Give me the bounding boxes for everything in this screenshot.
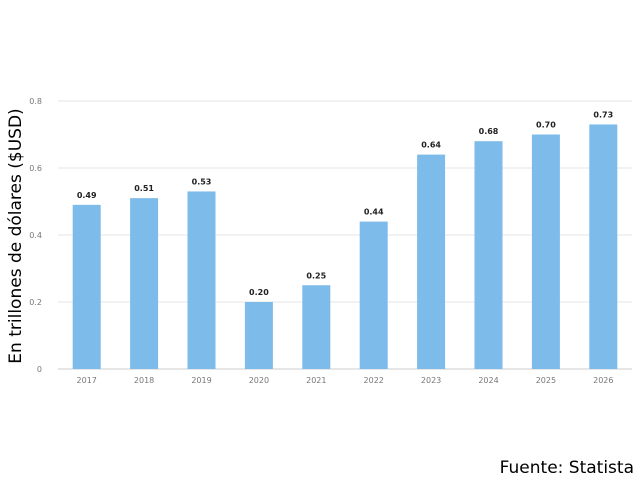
bar-2019	[187, 191, 216, 369]
y-axis-ticks: 0 0.2 0.4 0.6 0.8	[29, 97, 42, 374]
x-tick-label: 2021	[306, 376, 326, 385]
bar-2022	[359, 221, 388, 369]
x-tick-label: 2020	[249, 376, 269, 385]
data-label-2018: 0.51	[134, 184, 154, 193]
data-label-2026: 0.73	[593, 110, 613, 119]
data-label-2022: 0.44	[364, 208, 384, 217]
y-tick-label: 0.4	[29, 231, 42, 240]
x-axis-ticks: 2017 2018 2019 2020 2021 2022 2023 2024 2025 2026	[77, 376, 614, 385]
bar-2023	[417, 154, 446, 369]
data-label-2021: 0.25	[306, 271, 326, 280]
data-labels: 0.49 0.51 0.53 0.20 0.25 0.44 0.64 0.68 0.70 0.73	[77, 110, 613, 297]
data-label-2023: 0.64	[421, 141, 441, 150]
x-tick-label: 2018	[134, 376, 154, 385]
x-tick-label: 2025	[536, 376, 556, 385]
x-tick-label: 2017	[77, 376, 97, 385]
bar-2025	[531, 134, 560, 369]
x-tick-label: 2023	[421, 376, 441, 385]
data-label-2020: 0.20	[249, 288, 269, 297]
bars	[72, 124, 618, 369]
y-tick-label: 0.6	[29, 164, 42, 173]
x-tick-label: 2026	[593, 376, 613, 385]
x-tick-label: 2024	[478, 376, 498, 385]
y-tick-label: 0.2	[29, 298, 42, 307]
data-label-2019: 0.53	[192, 177, 212, 186]
data-label-2024: 0.68	[479, 127, 499, 136]
y-tick-label: 0	[37, 365, 42, 374]
bar-2024	[474, 141, 503, 369]
source-note: Fuente: Statista	[499, 458, 634, 478]
y-tick-label: 0.8	[29, 97, 42, 106]
bar-2021	[302, 285, 331, 369]
data-label-2017: 0.49	[77, 191, 97, 200]
x-tick-label: 2019	[191, 376, 211, 385]
bar-2018	[130, 198, 159, 369]
x-tick-label: 2022	[364, 376, 384, 385]
data-label-2025: 0.70	[536, 121, 556, 130]
bar-2017	[72, 204, 101, 369]
bar-2026	[589, 124, 618, 369]
y-axis-label: En trillones de dólares ($USD)	[6, 108, 26, 363]
bar-2020	[244, 302, 273, 369]
